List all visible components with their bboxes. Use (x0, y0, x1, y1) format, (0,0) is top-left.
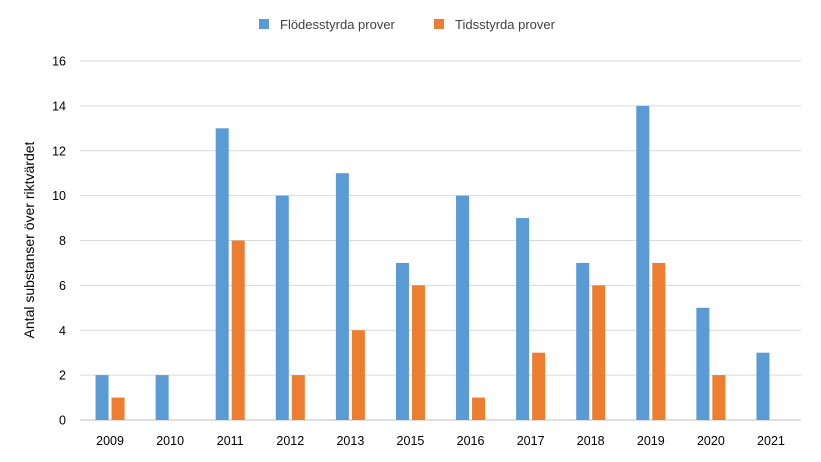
y-tick-label: 0 (59, 414, 66, 428)
x-axis-ticks: 2009 2010 2011 2012 2013 2015 2016 2017 2018 2019… (96, 434, 785, 448)
x-tick-label: 2012 (276, 434, 304, 448)
bar-flodesstyrda-2015 (395, 262, 409, 420)
legend: Flödesstyrda prover Tidsstyrda prover (259, 17, 556, 32)
x-tick-label: 2010 (156, 434, 184, 448)
y-tick-label: 8 (59, 234, 66, 248)
x-tick-label: 2015 (397, 434, 425, 448)
bar-tidsstyrda-2016 (472, 397, 486, 420)
legend-swatch (434, 19, 444, 29)
x-tick-label: 2021 (757, 434, 785, 448)
bar-tidsstyrda-2011 (231, 240, 245, 420)
y-tick-label: 10 (52, 189, 66, 203)
bar-tidsstyrda-2018 (592, 285, 606, 420)
y-axis-label: Antal substanser över riktvärdet (21, 141, 37, 338)
bar-tidsstyrda-2020 (712, 375, 726, 420)
x-tick-label: 2017 (517, 434, 545, 448)
bar-flodesstyrda-2009 (95, 375, 109, 420)
x-tick-label: 2018 (577, 434, 605, 448)
x-tick-label: 2011 (217, 434, 244, 448)
bar-tidsstyrda-2012 (291, 375, 305, 420)
bar-flodesstyrda-2012 (275, 195, 289, 420)
legend-swatch (259, 19, 269, 29)
bar-flodesstyrda-2021 (756, 352, 770, 420)
x-tick-label: 2019 (637, 434, 665, 448)
legend-label: Tidsstyrda prover (455, 17, 556, 32)
y-tick-label: 16 (52, 55, 66, 69)
bar-flodesstyrda-2010 (155, 375, 169, 420)
bar-flodesstyrda-2017 (516, 218, 530, 420)
y-tick-label: 2 (59, 369, 66, 383)
y-axis-ticks: 0 2 4 6 8 10 12 14 16 (52, 55, 66, 428)
y-tick-label: 6 (59, 279, 66, 293)
bar-flodesstyrda-2019 (636, 105, 650, 420)
bar-flodesstyrda-2016 (456, 195, 470, 420)
gridlines (80, 60, 801, 421)
bar-flodesstyrda-2011 (215, 128, 229, 420)
y-tick-label: 14 (52, 99, 66, 113)
x-tick-label: 2013 (336, 434, 364, 448)
bar-tidsstyrda-2017 (532, 352, 546, 420)
x-tick-label: 2009 (96, 434, 124, 448)
bar-tidsstyrda-2013 (351, 330, 365, 420)
bar-tidsstyrda-2015 (411, 285, 425, 420)
bar-flodesstyrda-2020 (696, 307, 710, 420)
y-tick-label: 12 (52, 144, 66, 158)
bar-flodesstyrda-2013 (335, 173, 349, 420)
x-tick-label: 2020 (697, 434, 725, 448)
legend-label: Flödesstyrda prover (280, 17, 396, 32)
bar-flodesstyrda-2018 (576, 262, 590, 420)
bar-tidsstyrda-2019 (652, 262, 666, 420)
bar-tidsstyrda-2009 (111, 397, 125, 420)
y-tick-label: 4 (59, 324, 66, 338)
x-tick-label: 2016 (457, 434, 485, 448)
bars (95, 105, 770, 420)
